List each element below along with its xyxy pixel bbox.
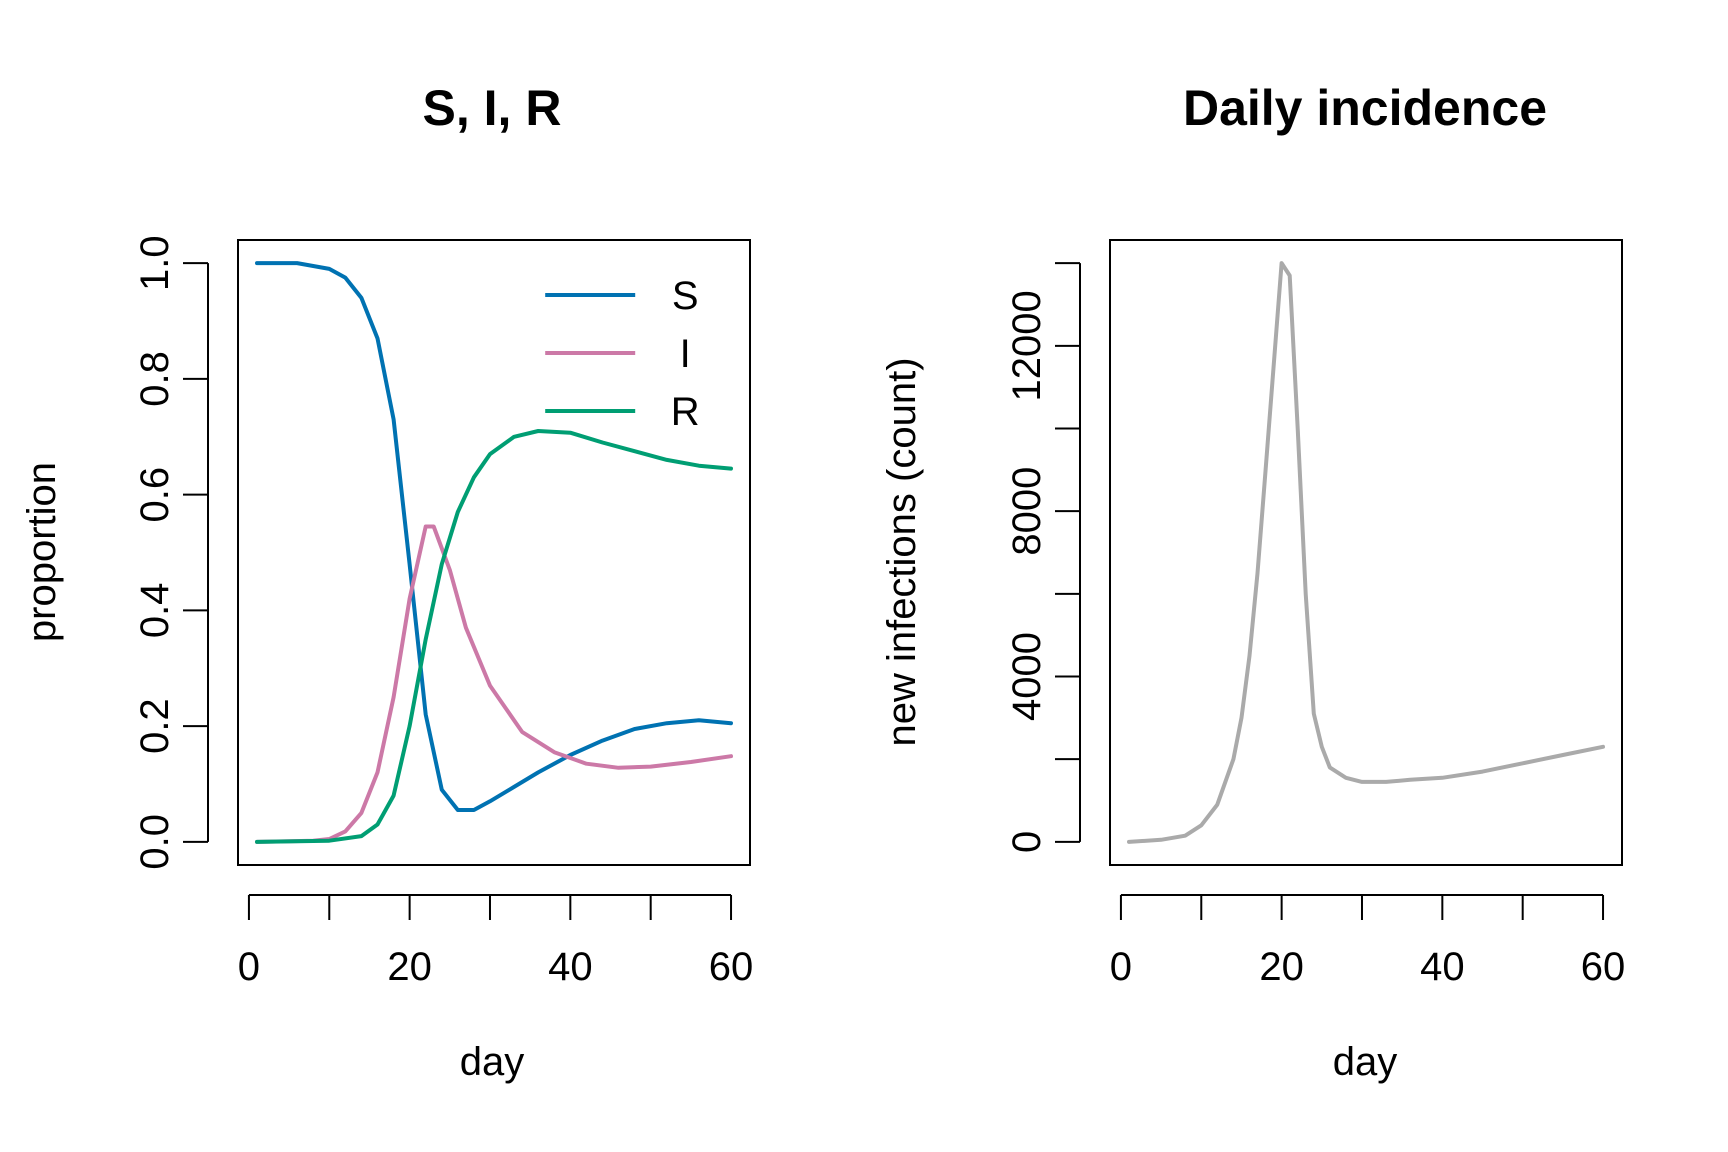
incidence-panel: 0 20 40 60 0 4000 8000 12000 Daily incidence day n…	[880, 80, 1625, 1084]
x-tick-label: 0	[238, 945, 260, 989]
y-tick-label: 0.0	[133, 814, 177, 870]
y-axis-label: new infections (count)	[880, 357, 924, 746]
chart-title: Daily incidence	[1183, 80, 1547, 136]
sir-panel: 0 20 40 60 0.0 0.2 0.4 0.6 0.8 1.0 S, I, R day propo…	[20, 80, 753, 1084]
y-tick-label: 0.8	[133, 351, 177, 407]
x-tick-label: 40	[548, 945, 593, 989]
y-tick-label: 0	[1005, 831, 1049, 853]
y-tick-label: 0.4	[133, 583, 177, 639]
legend-label: S	[672, 274, 699, 318]
x-tick-label: 20	[1259, 945, 1304, 989]
plot-frame	[1109, 239, 1623, 866]
x-tick-label: 40	[1420, 945, 1465, 989]
series-line-r	[255, 429, 733, 844]
y-tick-label: 1.0	[133, 235, 177, 291]
x-tick-label: 20	[387, 945, 432, 989]
series-line-incidence	[1127, 261, 1605, 844]
legend-label: I	[680, 332, 691, 376]
chart-title: S, I, R	[423, 80, 562, 136]
x-tick-label: 60	[709, 945, 754, 989]
x-tick-label: 60	[1581, 945, 1626, 989]
y-tick-label: 0.6	[133, 467, 177, 523]
x-axis-label: day	[460, 1040, 525, 1084]
y-tick-label: 4000	[1005, 632, 1049, 721]
series-line-i	[255, 524, 733, 844]
x-axis-label: day	[1333, 1040, 1398, 1084]
x-tick-label: 0	[1110, 945, 1132, 989]
y-tick-label: 12000	[1005, 290, 1049, 401]
y-axis-label: proportion	[20, 462, 64, 642]
legend-label: R	[671, 390, 700, 434]
series-line-s	[255, 261, 733, 812]
y-tick-label: 0.2	[133, 698, 177, 754]
plot-frame	[237, 239, 751, 866]
y-tick-label: 8000	[1005, 467, 1049, 556]
